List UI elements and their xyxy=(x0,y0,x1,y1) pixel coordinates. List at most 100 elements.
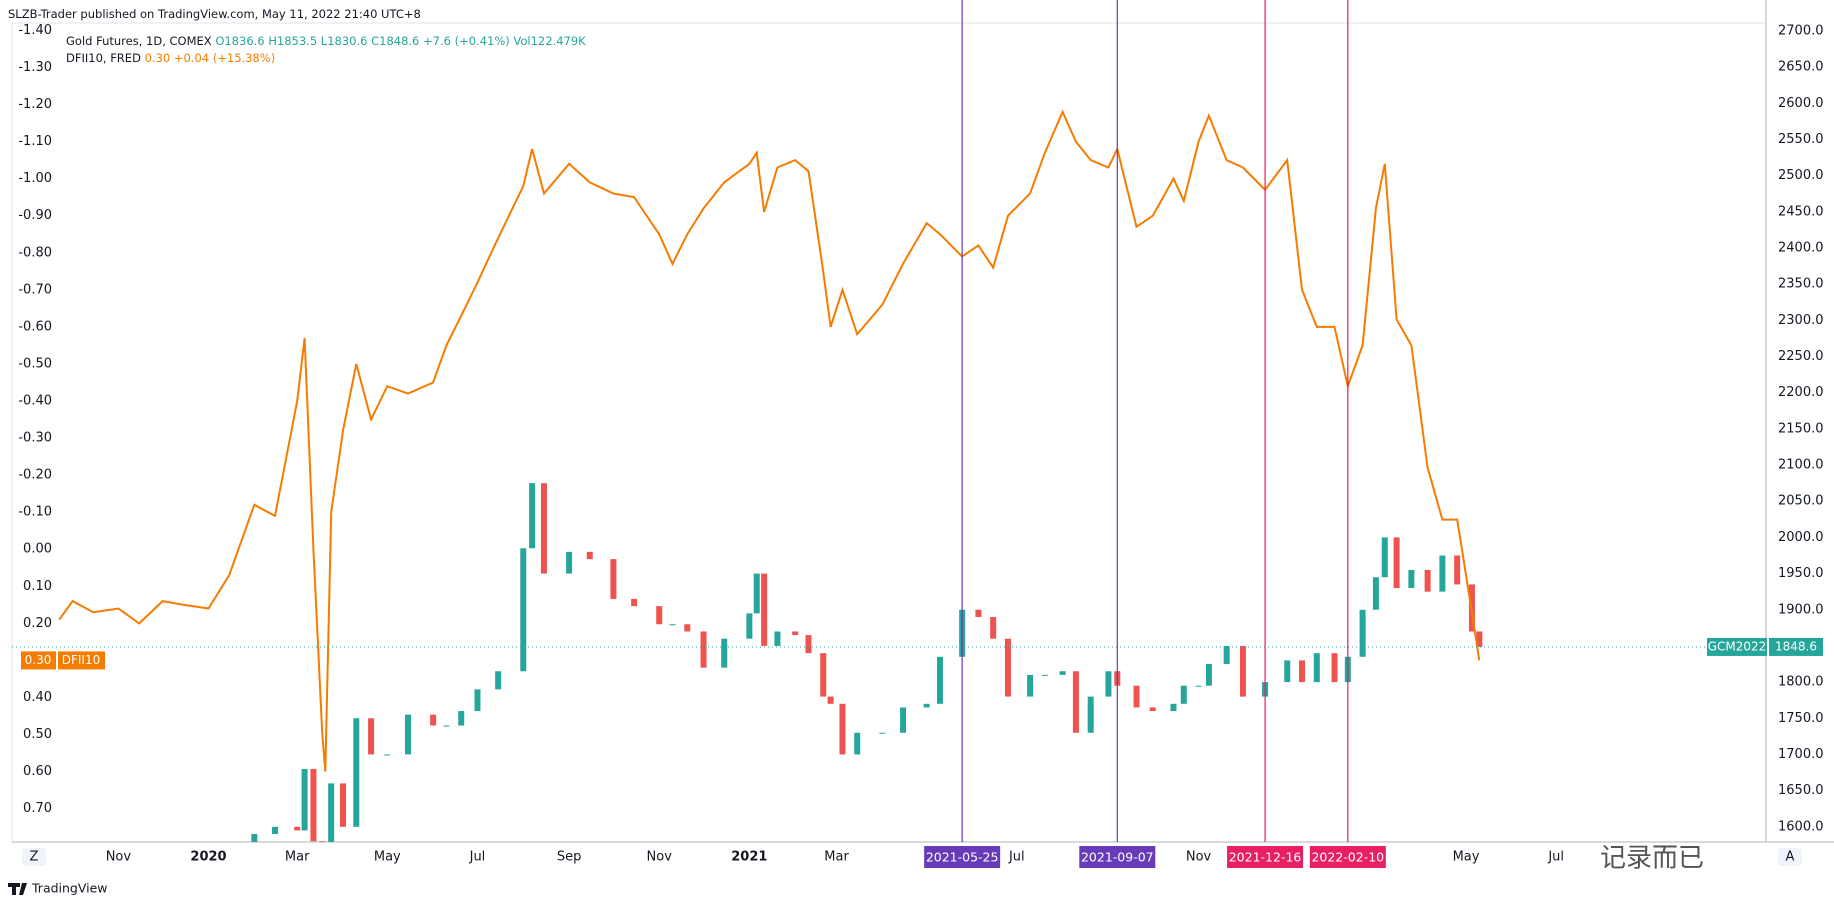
published-note: SLZB-Trader published on TradingView.com… xyxy=(8,7,421,21)
series-name-tag: DFII10 xyxy=(62,653,101,667)
legend-row: DFII10, FRED 0.30 +0.04 (+15.38%) xyxy=(66,51,275,65)
candles xyxy=(115,483,1483,907)
candle xyxy=(328,783,335,842)
candle xyxy=(900,707,907,733)
candle xyxy=(820,653,827,697)
y2-tick-label: 2250.0 xyxy=(1778,349,1824,364)
candle xyxy=(319,841,326,842)
y2-tick-label: 2150.0 xyxy=(1778,421,1824,436)
a-button[interactable] xyxy=(1778,848,1802,866)
candle xyxy=(774,631,781,646)
candle xyxy=(1004,638,1011,697)
y-tick-label: 0.70 xyxy=(23,801,52,816)
x-tick-label: Jul xyxy=(1008,850,1025,865)
date-label-bg xyxy=(1079,846,1156,868)
candle xyxy=(368,718,375,755)
candle xyxy=(115,892,121,906)
y-tick-label: -0.20 xyxy=(18,468,52,483)
candle xyxy=(854,732,861,755)
candle xyxy=(294,826,301,831)
candle xyxy=(443,725,450,727)
date-label: 2021-09-07 xyxy=(1081,850,1154,865)
watermark: 记录而已 xyxy=(1600,844,1704,874)
candle xyxy=(1408,569,1415,589)
candle xyxy=(975,609,982,617)
candle xyxy=(272,826,279,835)
y-tick-label: 0.50 xyxy=(23,727,52,742)
overlay: -1.40 -1.30 -1.20 -1.10 -1.00 -0.90 -0.80 -0.70… xyxy=(12,0,1824,868)
y-tick-label: 0.00 xyxy=(23,542,52,557)
legend-stats: 0.30 +0.04 (+15.38%) xyxy=(144,51,276,65)
legend-row: Gold Futures, 1D, COMEX O1836.6 H1853.5 … xyxy=(66,34,586,48)
last-value-label: 0.30 xyxy=(25,653,52,667)
y2-tick-label: 2700.0 xyxy=(1778,23,1824,38)
z-button[interactable] xyxy=(22,848,46,866)
candle xyxy=(746,613,753,639)
y-tick-label: -1.00 xyxy=(18,171,52,186)
candle xyxy=(353,718,360,827)
candle xyxy=(1072,671,1079,733)
candle xyxy=(1331,653,1338,683)
candle xyxy=(792,631,799,636)
candle xyxy=(339,783,346,827)
candle xyxy=(226,859,232,881)
y2-tick-label: 2300.0 xyxy=(1778,313,1824,328)
candle xyxy=(761,573,768,646)
y2-tick-label: 2400.0 xyxy=(1778,241,1824,256)
candle xyxy=(1105,671,1112,697)
x-tick-label: Jul xyxy=(469,850,486,865)
candle xyxy=(206,881,212,907)
candle xyxy=(1284,660,1291,683)
y-tick-label: -0.80 xyxy=(18,245,52,260)
candle xyxy=(839,703,846,755)
candle xyxy=(251,834,258,842)
series-line xyxy=(58,109,1481,772)
date-label-bg xyxy=(1227,846,1304,868)
y-tick-label: -1.40 xyxy=(18,23,52,38)
legend-stats: O1836.6 H1853.5 L1830.6 C1848.6 +7.6 (+0… xyxy=(215,34,586,48)
candle xyxy=(923,703,930,708)
y-tick-label: -0.90 xyxy=(18,208,52,223)
candle xyxy=(384,754,391,756)
last-label-bg xyxy=(1769,637,1823,656)
candle xyxy=(1424,569,1431,592)
y-tick-label: -0.50 xyxy=(18,356,52,371)
lines xyxy=(58,109,1481,772)
last-label-bg xyxy=(21,651,56,670)
candle xyxy=(805,635,812,654)
x-tick-label: Nov xyxy=(1186,850,1212,865)
candle xyxy=(495,671,502,690)
x-tick-label: Nov xyxy=(647,850,673,865)
y-tick-label: 0.10 xyxy=(23,579,52,594)
candle xyxy=(310,768,317,842)
y-tick-label: -0.10 xyxy=(18,505,52,520)
candle xyxy=(1313,653,1320,683)
candle xyxy=(610,559,617,599)
z-button-label[interactable]: Z xyxy=(30,850,39,865)
y2-tick-label: 1800.0 xyxy=(1778,675,1824,690)
candle xyxy=(753,573,760,614)
brand: TradingView xyxy=(31,881,108,896)
y2-tick-label: 2200.0 xyxy=(1778,385,1824,400)
candle xyxy=(301,768,308,831)
candle xyxy=(136,892,142,907)
x-tick-label: 2020 xyxy=(190,850,226,865)
brand-logo xyxy=(8,883,27,895)
y-tick-label: 0.40 xyxy=(23,690,52,705)
candle xyxy=(721,638,728,668)
y-tick-label: -0.40 xyxy=(18,394,52,409)
y2-tick-label: 1700.0 xyxy=(1778,747,1824,762)
candle xyxy=(669,624,676,626)
y-tick-label: -1.30 xyxy=(18,60,52,75)
candle xyxy=(458,711,465,726)
candle xyxy=(1454,555,1461,585)
candle xyxy=(700,631,707,668)
candle xyxy=(566,551,573,574)
x-tick-label: May xyxy=(374,850,401,865)
date-label: 2022-02-10 xyxy=(1311,850,1384,865)
y-tick-label: -1.20 xyxy=(18,97,52,112)
a-button-label[interactable]: A xyxy=(1786,850,1795,865)
candle xyxy=(1059,671,1066,675)
